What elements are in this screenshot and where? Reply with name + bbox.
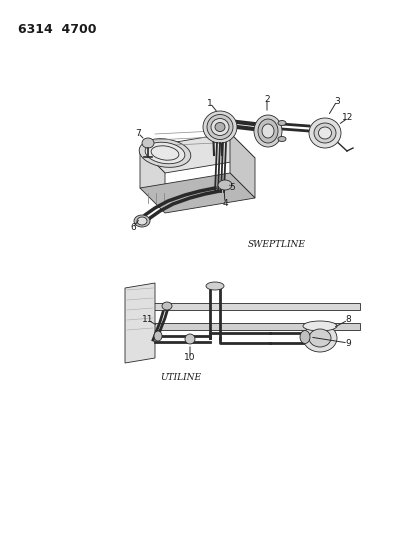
Ellipse shape (206, 282, 224, 290)
Ellipse shape (218, 180, 232, 190)
Ellipse shape (134, 215, 150, 227)
Ellipse shape (303, 324, 337, 352)
Ellipse shape (203, 111, 237, 143)
Ellipse shape (319, 127, 331, 139)
Text: 12: 12 (342, 114, 354, 123)
Ellipse shape (142, 138, 154, 148)
Polygon shape (125, 283, 155, 363)
Ellipse shape (309, 118, 341, 148)
Ellipse shape (154, 331, 162, 341)
Text: 4: 4 (222, 198, 228, 207)
Polygon shape (140, 173, 255, 213)
Ellipse shape (211, 118, 229, 135)
Text: SWEPTLINE: SWEPTLINE (248, 240, 306, 249)
Text: 7: 7 (135, 128, 141, 138)
Ellipse shape (278, 136, 286, 141)
Ellipse shape (185, 334, 195, 344)
Text: 10: 10 (184, 353, 196, 362)
Ellipse shape (254, 115, 282, 147)
Text: 9: 9 (345, 338, 351, 348)
Text: 8: 8 (345, 316, 351, 325)
Text: 3: 3 (334, 96, 340, 106)
Ellipse shape (207, 115, 233, 140)
Ellipse shape (145, 142, 185, 164)
Text: 6314  4700: 6314 4700 (18, 23, 97, 36)
Ellipse shape (309, 329, 331, 347)
Text: 2: 2 (264, 94, 270, 103)
Ellipse shape (314, 123, 336, 143)
Polygon shape (140, 148, 165, 203)
Polygon shape (230, 133, 255, 198)
Ellipse shape (262, 124, 274, 138)
Ellipse shape (300, 330, 310, 343)
Ellipse shape (162, 302, 172, 310)
Ellipse shape (215, 123, 225, 132)
Text: 11: 11 (142, 316, 154, 325)
Text: 6: 6 (130, 223, 136, 232)
Ellipse shape (137, 217, 147, 225)
Ellipse shape (258, 119, 278, 143)
Text: 1: 1 (207, 99, 213, 108)
Ellipse shape (139, 139, 191, 167)
Ellipse shape (303, 321, 337, 331)
Polygon shape (130, 303, 360, 310)
Text: 5: 5 (229, 183, 235, 192)
Ellipse shape (278, 120, 286, 125)
Text: UTILINE: UTILINE (160, 373, 201, 382)
Polygon shape (140, 133, 255, 173)
Polygon shape (130, 323, 360, 330)
